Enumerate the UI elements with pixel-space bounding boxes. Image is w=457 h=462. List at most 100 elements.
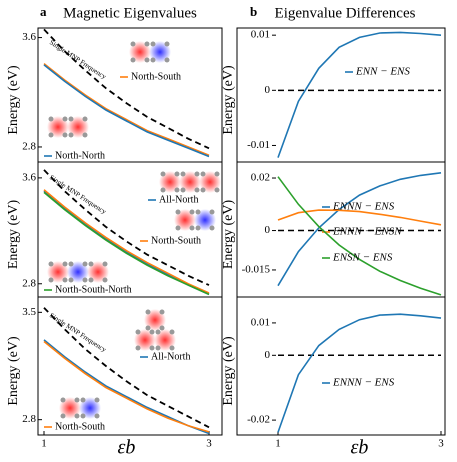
legend-label: ENNN − ENS bbox=[332, 201, 395, 213]
atom bbox=[62, 277, 68, 283]
plot-frame bbox=[37, 296, 223, 436]
molecule-glow bbox=[87, 261, 109, 283]
atom bbox=[130, 57, 136, 63]
legend-label: ENNN − ENS bbox=[332, 377, 395, 389]
series-line bbox=[43, 340, 210, 433]
x-axis-label: εb bbox=[351, 437, 369, 459]
atom bbox=[60, 413, 66, 419]
y-axis-label: Energy (eV) bbox=[6, 200, 21, 270]
atom bbox=[175, 209, 181, 215]
atom bbox=[94, 397, 100, 403]
series-line bbox=[277, 31, 442, 158]
atom bbox=[159, 309, 165, 315]
x-tick-label: 1 bbox=[41, 438, 47, 450]
atom bbox=[195, 225, 201, 231]
atom bbox=[145, 309, 151, 315]
atom bbox=[209, 225, 215, 231]
legend-label: ENNN − ENSN bbox=[332, 226, 402, 238]
atom bbox=[195, 209, 201, 215]
atom bbox=[68, 261, 74, 267]
atom bbox=[200, 187, 206, 193]
atom bbox=[62, 261, 68, 267]
atom bbox=[209, 209, 215, 215]
column-title: Eigenvalue Differences bbox=[275, 5, 416, 21]
plot-frame bbox=[236, 296, 446, 436]
atom bbox=[68, 277, 74, 283]
series-line bbox=[277, 176, 442, 296]
y-tick-label: 3.6 bbox=[22, 171, 36, 183]
atom bbox=[135, 329, 141, 335]
series-line bbox=[43, 169, 210, 286]
molecule-glow bbox=[47, 261, 69, 283]
y-tick-label: 0.02 bbox=[251, 172, 270, 184]
legend-label: ENN − ENS bbox=[355, 66, 410, 78]
atom bbox=[149, 345, 155, 351]
x-tick-label: 1 bbox=[275, 438, 281, 450]
atom bbox=[194, 187, 200, 193]
series-annotation: Single MNP Frequency bbox=[48, 173, 108, 216]
atom bbox=[180, 171, 186, 177]
atom bbox=[174, 171, 180, 177]
y-tick-label: 2.8 bbox=[22, 277, 36, 289]
atom bbox=[155, 329, 161, 335]
atom bbox=[82, 132, 88, 138]
atom bbox=[155, 345, 161, 351]
molecule-glow bbox=[47, 116, 69, 138]
atom bbox=[80, 397, 86, 403]
atom bbox=[102, 261, 108, 267]
series-line bbox=[43, 191, 210, 296]
series-line bbox=[277, 172, 442, 287]
series-line bbox=[43, 62, 210, 156]
y-tick-label: 2.8 bbox=[22, 413, 36, 425]
x-tick-label: 3 bbox=[438, 438, 444, 450]
atom bbox=[189, 209, 195, 215]
atom bbox=[194, 171, 200, 177]
y-tick-label: -0.02 bbox=[247, 414, 270, 426]
atom bbox=[164, 41, 170, 47]
y-axis-label: Energy (eV) bbox=[6, 65, 21, 135]
molecule-glow bbox=[67, 261, 89, 283]
y-tick-label: 0.01 bbox=[251, 29, 270, 41]
legend-label: ENSN − ENS bbox=[332, 252, 393, 264]
legend-label: All-North bbox=[151, 351, 190, 362]
atom bbox=[62, 116, 68, 122]
atom bbox=[68, 132, 74, 138]
molecule-glow bbox=[199, 171, 221, 193]
series-line bbox=[43, 64, 210, 158]
molecule-glow bbox=[79, 397, 101, 419]
y-axis-label: Energy (eV) bbox=[221, 65, 236, 135]
atom bbox=[74, 413, 80, 419]
atom bbox=[48, 277, 54, 283]
atom bbox=[214, 171, 220, 177]
series-line bbox=[43, 307, 210, 429]
atom bbox=[82, 116, 88, 122]
atom bbox=[88, 261, 94, 267]
panel-label: b bbox=[250, 4, 257, 19]
panel-label: a bbox=[40, 4, 47, 19]
atom bbox=[144, 41, 150, 47]
molecule-glow bbox=[179, 171, 201, 193]
atom bbox=[48, 132, 54, 138]
atom bbox=[169, 345, 175, 351]
y-axis-label: Energy (eV) bbox=[6, 336, 21, 406]
y-axis-label: Energy (eV) bbox=[221, 200, 236, 270]
legend-label: North-South bbox=[55, 421, 105, 432]
y-tick-label: -0.015 bbox=[242, 263, 271, 275]
atom bbox=[169, 329, 175, 335]
molecule-glow bbox=[67, 116, 89, 138]
legend-label: North-South bbox=[131, 71, 181, 82]
atom bbox=[149, 329, 155, 335]
y-tick-label: 3.5 bbox=[22, 306, 36, 318]
atom bbox=[200, 171, 206, 177]
legend-label: North-South bbox=[151, 235, 201, 246]
atom bbox=[189, 225, 195, 231]
atom bbox=[48, 116, 54, 122]
molecule-glow bbox=[174, 209, 196, 231]
atom bbox=[164, 57, 170, 63]
atom bbox=[62, 132, 68, 138]
atom bbox=[160, 187, 166, 193]
y-axis-label: Energy (eV) bbox=[221, 336, 236, 406]
molecule-glow bbox=[144, 309, 166, 331]
legend-label: North-South-North bbox=[55, 284, 132, 295]
atom bbox=[94, 413, 100, 419]
